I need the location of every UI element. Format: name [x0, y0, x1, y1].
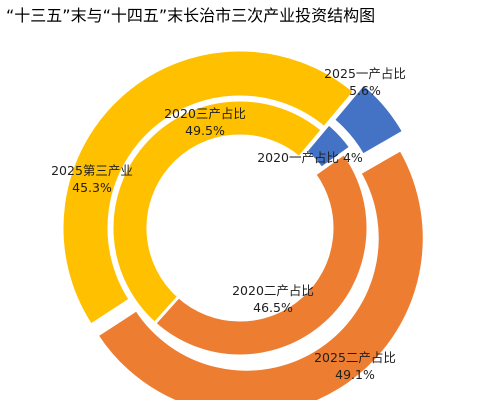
data-label-2025-tertiary: 2025第三产业 45.3% — [51, 163, 133, 195]
chart-title: “十三五”末与“十四五”末长治市三次产业投资结构图 — [6, 6, 376, 25]
slice-2025-primary — [331, 81, 406, 158]
slice-2025-secondary — [95, 147, 426, 400]
data-label-2020-primary: 2020一产占比 4% — [257, 150, 363, 165]
data-label-2020-tertiary: 2020三产占比 49.5% — [164, 106, 246, 138]
slice-2025-tertiary — [60, 48, 357, 328]
slice-2020-tertiary — [110, 98, 325, 326]
data-label-2020-secondary: 2020二产占比 46.5% — [232, 283, 314, 315]
data-label-2025-secondary: 2025二产占比 49.1% — [314, 350, 396, 382]
slice-2020-secondary — [152, 151, 370, 358]
data-label-2025-primary: 2025一产占比 5.6% — [324, 66, 406, 98]
